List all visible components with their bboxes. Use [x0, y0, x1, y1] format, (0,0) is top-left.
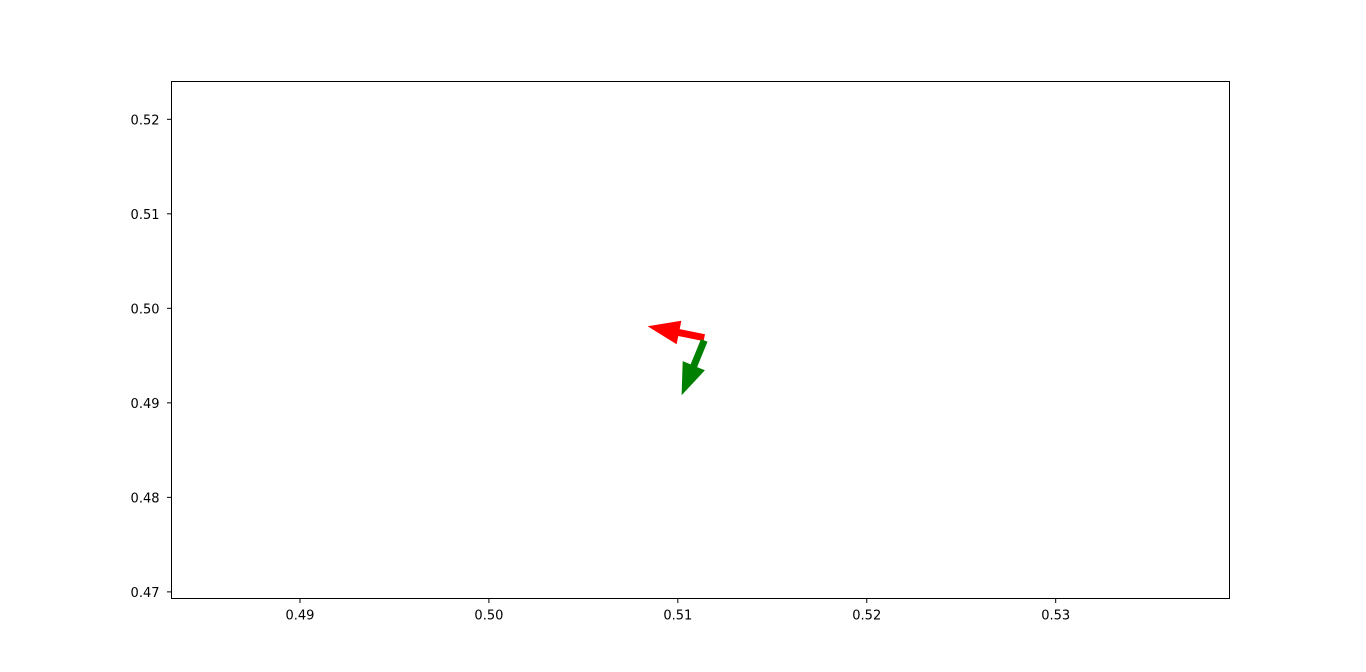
- quiver-arrow: [682, 339, 708, 395]
- x-tick-label: 0.49: [285, 609, 314, 624]
- y-tick-label: 0.49: [131, 397, 160, 412]
- x-axis: 0.49 0.50 0.51 0.52 0.53: [285, 599, 1070, 624]
- quiver-arrow: [648, 321, 705, 345]
- x-tick-label: 0.53: [1041, 609, 1070, 624]
- y-tick-label: 0.52: [131, 113, 160, 128]
- y-tick-label: 0.51: [131, 208, 160, 223]
- y-axis: 0.47 0.48 0.49 0.50 0.51 0.52: [131, 113, 172, 601]
- x-tick-label: 0.52: [852, 609, 881, 624]
- y-tick-label: 0.48: [131, 491, 160, 506]
- x-tick-label: 0.51: [663, 609, 692, 624]
- arrows-layer: [648, 321, 708, 396]
- x-tick-label: 0.50: [474, 609, 503, 624]
- y-tick-label: 0.50: [131, 302, 160, 317]
- y-tick-label: 0.47: [131, 586, 160, 601]
